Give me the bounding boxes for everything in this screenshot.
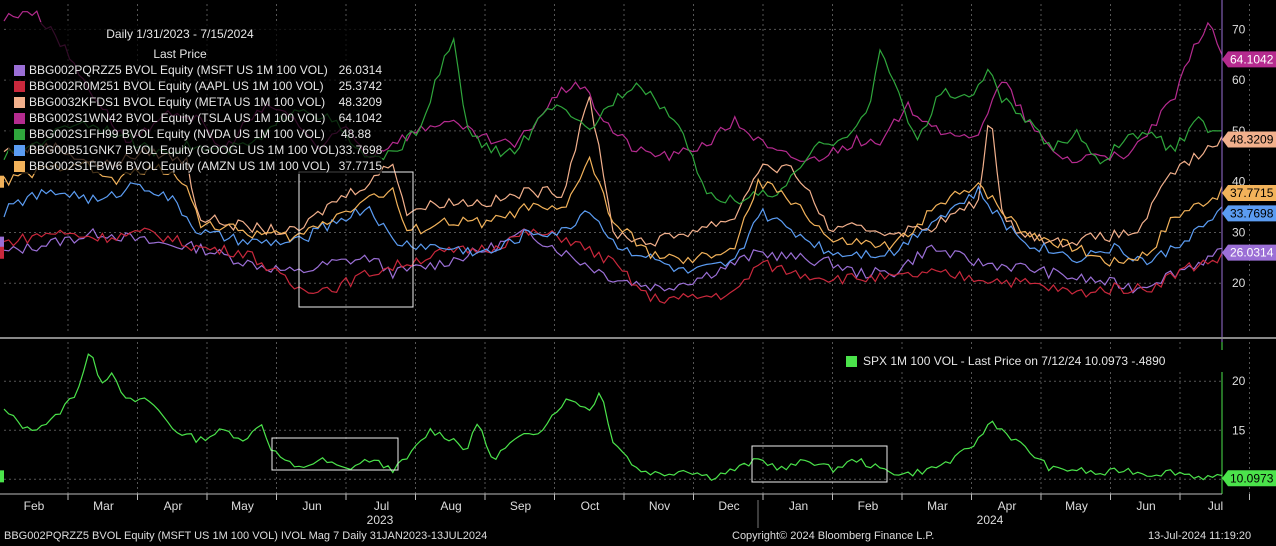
series-line [3, 182, 1223, 274]
x-month-label: Aug [440, 499, 461, 513]
legend-entry: BBG002PQRZZ5 BVOL Equity (MSFT US 1M 100… [8, 62, 382, 78]
x-month-label: Nov [649, 499, 670, 513]
value-tag-label: 64.1042 [1230, 52, 1274, 66]
legend-entry: BBG0032KFDS1 BVOL Equity (META US 1M 100… [8, 94, 382, 110]
legend-series-name: BBG002S1FH99 BVOL Equity (NVDA US 1M 100… [29, 127, 325, 141]
value-tag-label: 33.7698 [1230, 206, 1274, 220]
legend-entry: BBG002S1FH99 BVOL Equity (NVDA US 1M 100… [8, 126, 382, 142]
value-tag-label: 26.0314 [1230, 246, 1274, 260]
value-tags: 64.1042 48.3209 37.7715 33.7698 26.0314 10.09… [0, 51, 1276, 487]
legend-series-name: BBG0032KFDS1 BVOL Equity (META US 1M 100… [29, 95, 326, 109]
value-tag-label: 37.7715 [1230, 186, 1274, 200]
legend-subtitle: Last Price [153, 47, 207, 61]
x-month-label: Apr [998, 499, 1017, 513]
x-month-label: Jan [789, 499, 808, 513]
series-line [3, 227, 1223, 294]
legend-series-name: BBG002S1WN42 BVOL Equity (TSLA US 1M 100… [29, 111, 326, 125]
lower-ytick-label: 20 [1232, 374, 1246, 388]
legend-swatch [14, 64, 25, 76]
annotation-box-summer-2023 [298, 171, 414, 308]
legend-last-value: 33.7698 [338, 143, 383, 157]
x-month-label: Sep [510, 499, 532, 513]
axes: 203040506070101520FebMarAprMayJunJulAugS… [0, 0, 1276, 528]
lower-legend: SPX 1M 100 VOL - Last Price on 7/12/24 1… [840, 350, 1224, 372]
lower-grid [4, 342, 1250, 494]
spx-swatch [846, 355, 857, 367]
legend-last-value: 48.88 [341, 127, 372, 141]
x-year-label: 2023 [367, 513, 394, 527]
legend-entry: BBG002S1FBW6 BVOL Equity (AMZN US 1M 100… [8, 158, 382, 174]
x-month-label: Feb [24, 499, 45, 513]
legend-series-name: BBG002PQRZZ5 BVOL Equity (MSFT US 1M 100… [29, 63, 328, 77]
x-month-label: Jul [374, 499, 389, 513]
legend-series-name: BBG002R0M251 BVOL Equity (AAPL US 1M 100… [29, 79, 324, 93]
left-edge-marker [0, 246, 4, 259]
footer-left: BBG002PQRZZ5 BVOL Equity (MSFT US 1M 100… [4, 530, 488, 542]
x-month-label: Mar [93, 499, 114, 513]
legend-entry: BBG002R0M251 BVOL Equity (AAPL US 1M 100… [8, 78, 382, 94]
x-month-label: Jul [1208, 499, 1223, 513]
legend-series-name: BBG002S1FBW6 BVOL Equity (AMZN US 1M 100… [29, 159, 330, 173]
left-edge-marker [0, 175, 4, 188]
x-month-label: May [231, 499, 254, 513]
legend-swatch [14, 128, 25, 140]
legend-swatch [14, 80, 25, 92]
value-tag [1222, 185, 1276, 202]
annotation-box-summer-2023-spx [271, 437, 399, 471]
legend-swatch [14, 160, 25, 172]
annotation-boxes [271, 171, 888, 483]
upper-legend: Daily 1/31/2023 - 7/15/2024 Last Price B… [8, 22, 382, 174]
legend-swatch [14, 112, 25, 124]
value-tag [1222, 244, 1276, 261]
legend-series-name: BBG00B51GNK7 BVOL Equity (GOOGL US 1M 10… [29, 143, 339, 157]
series-line [3, 227, 1223, 304]
left-edge-marker [0, 236, 4, 249]
upper-ytick-label: 60 [1232, 73, 1246, 87]
footer-copyright: Copyright© 2024 Bloomberg Finance L.P. [732, 530, 935, 542]
series-line [3, 155, 1223, 267]
x-month-label: Oct [581, 499, 600, 513]
series-line [3, 96, 1223, 248]
left-edge-marker [0, 470, 4, 483]
value-tag [1222, 205, 1276, 222]
annotation-box-winter-2024-spx [751, 445, 888, 483]
legend-last-value: 48.3209 [338, 95, 382, 109]
legend-entry: BBG002S1WN42 BVOL Equity (TSLA US 1M 100… [8, 110, 382, 126]
series-line [3, 353, 1223, 482]
x-month-label: Feb [858, 499, 879, 513]
upper-ytick-label: 20 [1232, 276, 1246, 290]
x-month-label: Apr [164, 499, 183, 513]
value-tag [1222, 470, 1276, 487]
lower-ytick-label: 15 [1232, 423, 1246, 437]
legend-last-value: 64.1042 [338, 111, 382, 125]
legend-last-value: 37.7715 [338, 159, 382, 173]
legend-title: Daily 1/31/2023 - 7/15/2024 [106, 27, 254, 41]
lower-series-lines [3, 353, 1223, 482]
legend-last-value: 25.3742 [338, 79, 382, 93]
footer-timestamp: 13-Jul-2024 11:19:20 [1148, 530, 1252, 542]
upper-ytick-label: 70 [1232, 22, 1246, 36]
x-month-label: Dec [718, 499, 739, 513]
legend-entry: BBG00B51GNK7 BVOL Equity (GOOGL US 1M 10… [8, 142, 382, 158]
x-year-label: 2024 [977, 513, 1004, 527]
x-month-label: Mar [927, 499, 948, 513]
x-month-label: May [1065, 499, 1088, 513]
value-tag-label: 10.0973 [1230, 471, 1274, 485]
legend-swatch [14, 96, 25, 108]
legend-last-value: 26.0314 [338, 63, 382, 77]
spx-legend-label: SPX 1M 100 VOL - Last Price on 7/12/24 1… [863, 354, 1166, 368]
x-month-label: Jun [1136, 499, 1155, 513]
value-tag [1222, 51, 1276, 68]
legend-rows: BBG002PQRZZ5 BVOL Equity (MSFT US 1M 100… [8, 62, 382, 174]
upper-series-lines [3, 10, 1223, 304]
upper-ytick-label: 30 [1232, 225, 1246, 239]
x-month-label: Jun [302, 499, 321, 513]
value-tag-label: 48.3209 [1230, 133, 1274, 147]
legend-swatch [14, 144, 25, 156]
value-tag [1222, 131, 1276, 148]
